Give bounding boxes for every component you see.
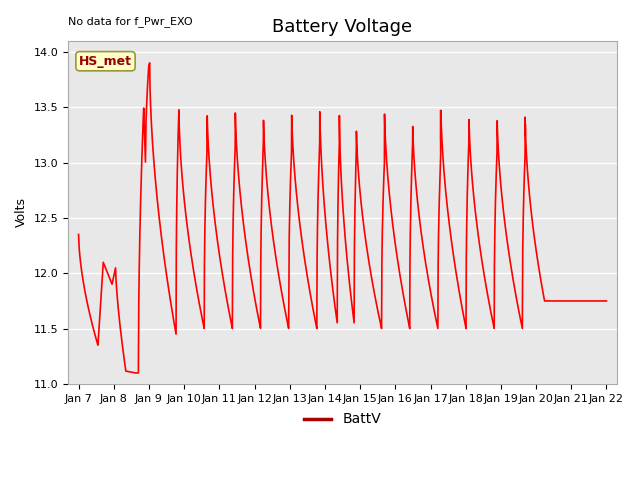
Text: No data for f_Pwr_EXO: No data for f_Pwr_EXO — [68, 16, 193, 27]
Text: HS_met: HS_met — [79, 55, 132, 68]
Legend: BattV: BattV — [298, 407, 387, 432]
Y-axis label: Volts: Volts — [15, 197, 28, 228]
Title: Battery Voltage: Battery Voltage — [273, 18, 413, 36]
